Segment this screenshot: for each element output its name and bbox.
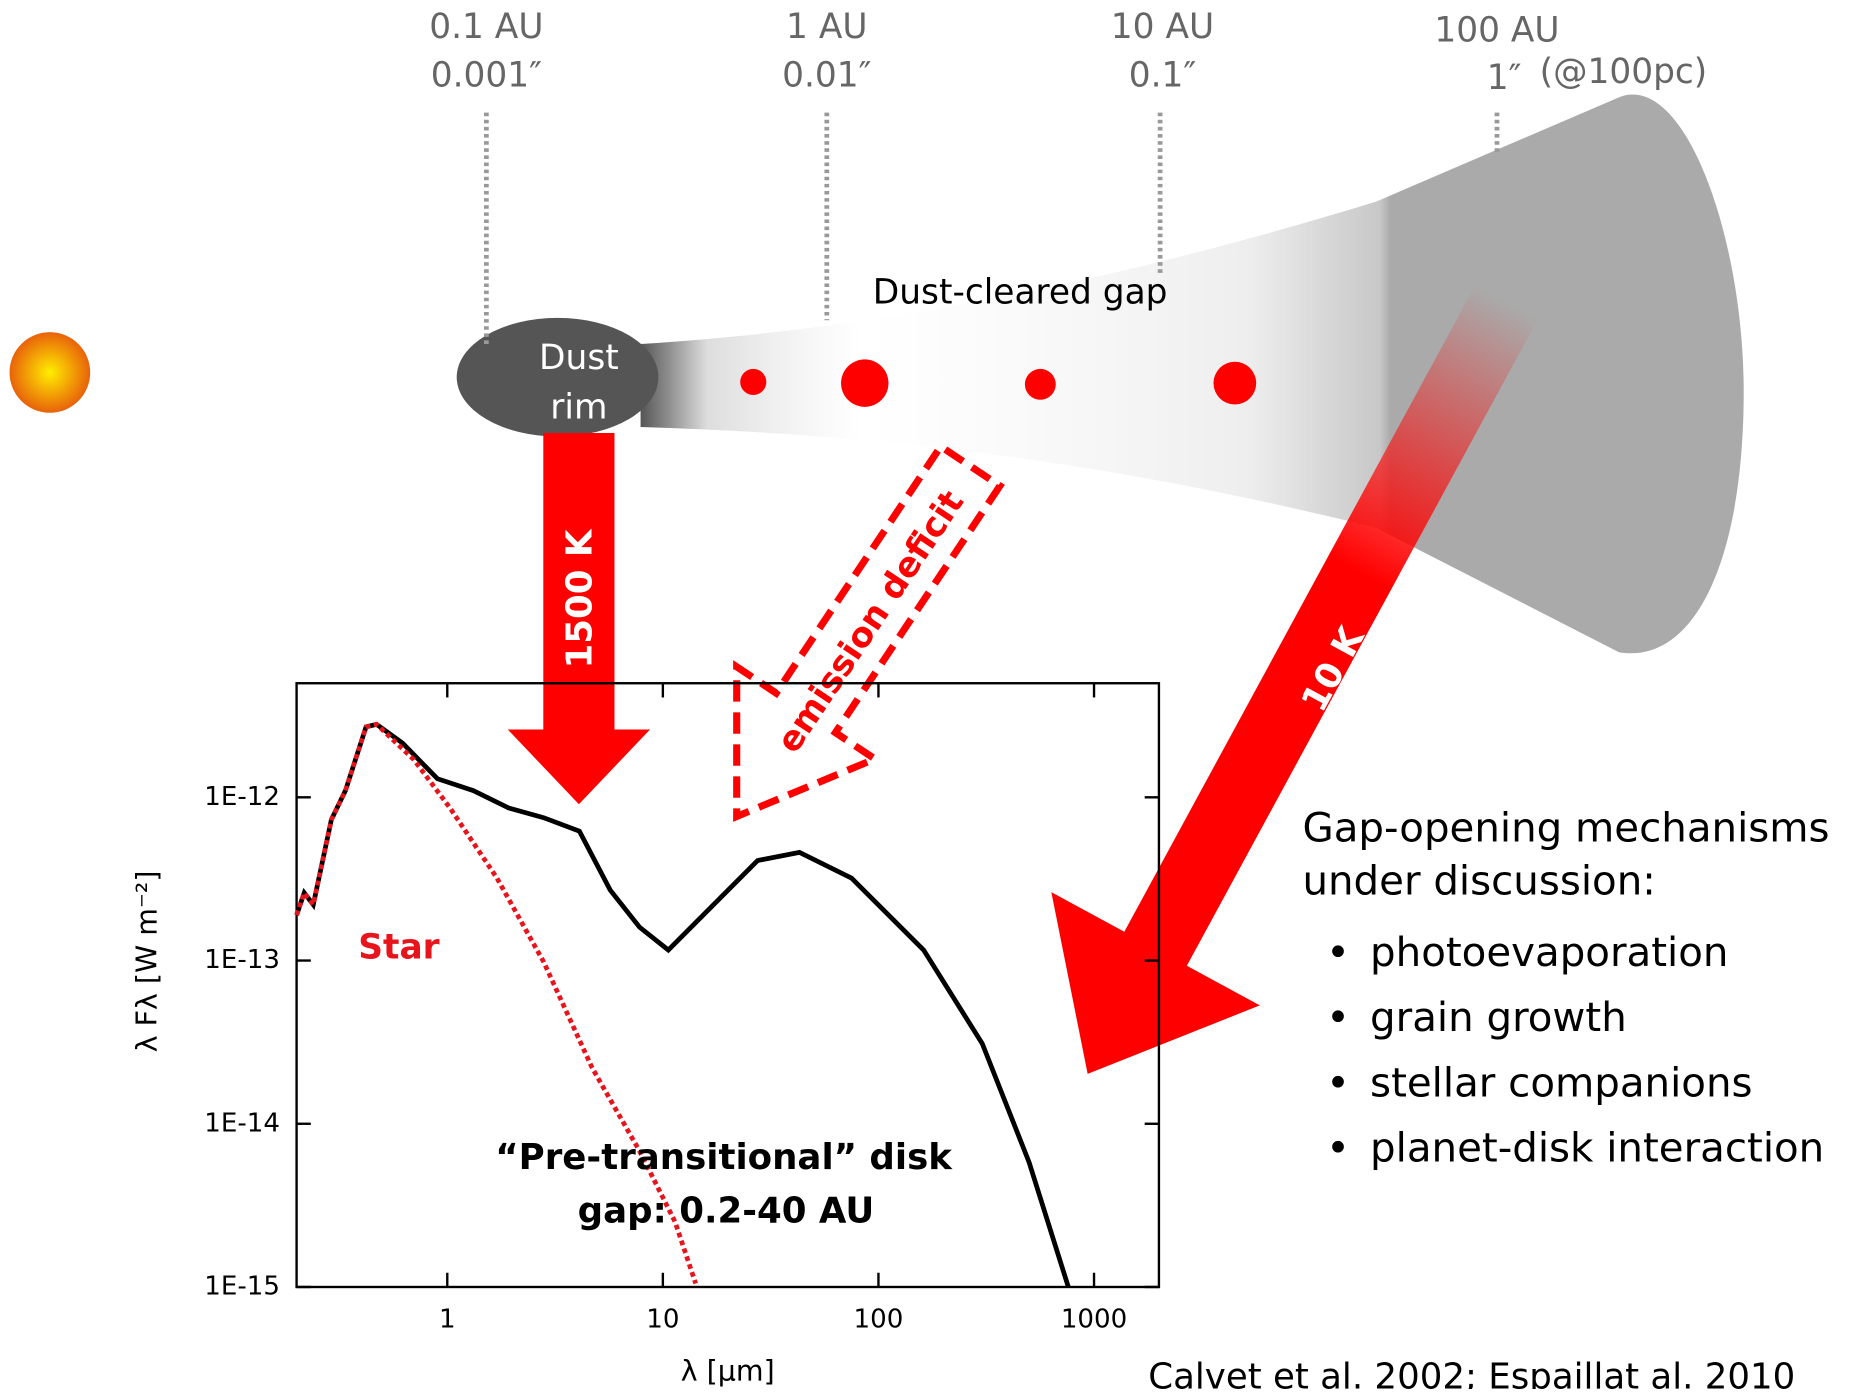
rim-label: Dust	[539, 338, 619, 378]
mechanisms-title: under discussion:	[1302, 858, 1655, 905]
scale-label: 1 AU	[786, 7, 867, 47]
x-tick-label: 100	[854, 1305, 904, 1335]
star-icon	[10, 332, 91, 413]
mechanism: planet-disk interaction	[1370, 1125, 1824, 1172]
y-axis-label: λ Fλ [W m⁻²]	[130, 871, 163, 1053]
distance-note: (@100pc)	[1540, 52, 1708, 92]
planet	[841, 359, 888, 406]
bullet: •	[1326, 1059, 1350, 1106]
y-tick-label: 1E-13	[204, 945, 280, 975]
mechanism: grain growth	[1370, 994, 1627, 1041]
scale-label: 1″	[1487, 58, 1522, 98]
x-tick-label: 1000	[1061, 1305, 1127, 1335]
bullet: •	[1326, 994, 1350, 1041]
scale-label: 10 AU	[1111, 7, 1214, 47]
planet	[1025, 369, 1056, 400]
arrow-label: 1500 K	[559, 528, 600, 668]
arrow-label: emission deficit	[769, 484, 972, 760]
planet	[1213, 362, 1256, 405]
mechanism: stellar companions	[1370, 1059, 1752, 1106]
y-tick-label: 1E-15	[204, 1271, 280, 1301]
citation: Calvet et al. 2002; Espaillat al. 2010	[1148, 1356, 1795, 1389]
scale-label: 0.01″	[782, 56, 872, 96]
x-tick-label: 10	[646, 1305, 679, 1335]
bullet: •	[1326, 929, 1350, 976]
annotation: “Pre-transitional” disk	[495, 1137, 953, 1178]
scale-label: 100 AU	[1434, 11, 1559, 51]
mechanisms-title: Gap-opening mechanisms	[1302, 804, 1829, 851]
scale-label: 0.001″	[431, 56, 542, 96]
planet	[740, 369, 766, 395]
scale-label: 0.1 AU	[429, 7, 543, 47]
mechanism: photoevaporation	[1370, 929, 1728, 976]
scale-label: 0.1″	[1129, 56, 1197, 96]
gap-label: Dust-cleared gap	[873, 273, 1168, 313]
bullet: •	[1326, 1125, 1350, 1172]
sed-chart: 1 10 100 1000 1E-15 1E-14 1E-13 1E-12 λ [µm] λ Fλ…	[130, 683, 1159, 1387]
series-label: Star	[358, 927, 439, 967]
y-tick-label: 1E-12	[204, 782, 280, 812]
rim-label: rim	[550, 388, 607, 428]
mechanisms: Gap-opening mechanisms under discussion:…	[1148, 804, 1829, 1389]
figure: 0.1 AU 0.001″ 1 AU 0.01″ 10 AU 0.1″ 100 …	[0, 0, 1860, 1389]
x-axis-label: λ [µm]	[681, 1354, 775, 1387]
annotation: gap: 0.2-40 AU	[578, 1190, 875, 1231]
x-tick-label: 1	[439, 1305, 456, 1335]
y-tick-label: 1E-14	[204, 1108, 280, 1138]
page: 0.1 AU 0.001″ 1 AU 0.01″ 10 AU 0.1″ 100 …	[0, 0, 1860, 1389]
disk	[641, 95, 1744, 654]
